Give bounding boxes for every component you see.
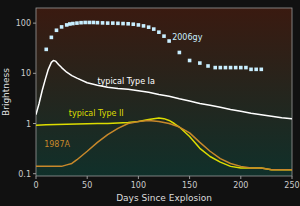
point <box>101 21 105 25</box>
y-tick-label: 1 <box>26 120 31 129</box>
x-tick <box>36 176 37 179</box>
annotation: typical Type Ia <box>97 77 155 86</box>
point <box>152 27 156 31</box>
x-tick <box>292 176 293 179</box>
point <box>147 25 151 29</box>
annotation: 2006gy <box>172 33 202 42</box>
x-axis-label: Days Since Explosion <box>116 193 212 203</box>
point <box>50 36 54 40</box>
point <box>206 64 210 68</box>
point <box>162 34 166 38</box>
point <box>65 23 69 27</box>
point <box>249 68 253 72</box>
point <box>126 22 130 26</box>
point <box>219 66 223 70</box>
point <box>131 22 135 26</box>
y-tick <box>33 73 36 74</box>
point <box>157 30 161 34</box>
x-tick-label: 100 <box>131 181 146 190</box>
point <box>244 66 248 70</box>
plot-marks <box>36 21 292 170</box>
point <box>71 22 75 26</box>
point <box>55 28 59 32</box>
x-tick-label: 150 <box>182 181 197 190</box>
point <box>92 21 96 25</box>
y-tick-label: 0.1 <box>18 170 31 179</box>
x-tick-label: 50 <box>82 181 92 190</box>
point <box>254 68 258 72</box>
point <box>44 48 48 52</box>
point <box>234 66 238 70</box>
point <box>75 21 79 25</box>
y-tick <box>33 123 36 124</box>
background <box>0 0 300 206</box>
y-axis-label: Brightness <box>1 68 11 116</box>
point <box>60 25 64 29</box>
y-tick <box>33 23 36 24</box>
x-tick <box>87 176 88 179</box>
point <box>137 23 141 27</box>
point <box>142 24 146 28</box>
y-tick <box>33 173 36 174</box>
y-tick-label: 100 <box>16 19 31 28</box>
annotation: typical Type II <box>69 109 124 118</box>
x-tick <box>138 176 139 179</box>
point <box>68 22 72 26</box>
line <box>36 60 292 118</box>
plot-area <box>36 8 292 176</box>
point <box>121 22 125 26</box>
chart: 0 50 100 150 200 250 0.1 1 10 100 Days Since Explo… <box>0 0 300 206</box>
point <box>224 66 228 70</box>
y-tick-label: 10 <box>21 69 31 78</box>
x-tick-label: 0 <box>33 181 38 190</box>
point <box>178 51 182 55</box>
plot-frame <box>36 8 292 176</box>
point <box>79 21 83 25</box>
point <box>198 61 202 65</box>
point <box>87 21 91 25</box>
point <box>188 59 192 63</box>
point <box>111 21 115 25</box>
point <box>167 39 171 43</box>
x-tick <box>240 176 241 179</box>
annotation: 1987A <box>44 140 70 149</box>
point <box>259 68 263 72</box>
point <box>116 22 120 26</box>
point <box>213 66 217 70</box>
point <box>239 66 243 70</box>
point <box>83 21 87 25</box>
point <box>229 66 233 70</box>
x-tick <box>189 176 190 179</box>
x-tick-label: 250 <box>284 181 299 190</box>
x-tick-label: 200 <box>233 181 248 190</box>
point <box>106 21 110 25</box>
line <box>36 118 292 170</box>
line <box>36 120 292 169</box>
point <box>96 21 100 25</box>
